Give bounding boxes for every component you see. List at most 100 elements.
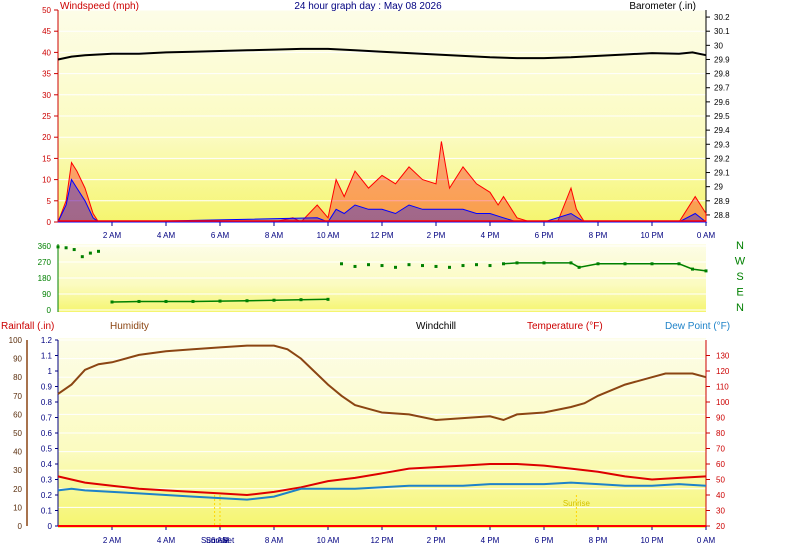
direction-point xyxy=(97,249,100,253)
x-tick-label: 6 AM xyxy=(211,231,230,240)
rain-tick-label: 0.3 xyxy=(41,476,53,485)
x-tick-label: 8 AM xyxy=(265,231,284,240)
humidity-tick-label: 50 xyxy=(13,429,22,438)
y-tick-label: 90 xyxy=(42,290,51,299)
sun-annotation-label: Sunrise xyxy=(563,499,591,508)
rain-tick-label: 0.7 xyxy=(41,414,53,423)
humidity-tick-label: 90 xyxy=(13,355,22,364)
series-area-windspeed xyxy=(57,178,708,223)
temp-tick-label: 120 xyxy=(716,367,730,376)
temp-x-axis: 2 AM 4 AM 6 AM 8 AM 10 AM 12 PM 2 PM 4 PM 6 PM 8 … xyxy=(103,526,716,545)
rain-tick-label: 0.5 xyxy=(41,445,53,454)
x-tick-label: 6 PM xyxy=(535,231,554,240)
y-tick-label: 35 xyxy=(42,70,51,79)
x-tick-label: 2 AM xyxy=(103,536,122,545)
humidity-tick-label: 40 xyxy=(13,448,22,457)
y2-tick-label: 29.4 xyxy=(714,126,730,135)
y-tick-label: 10 xyxy=(42,176,51,185)
x-tick-label: 8 PM xyxy=(589,536,608,545)
y-tick-label: 15 xyxy=(42,154,51,163)
legend-windchill: Windchill xyxy=(416,321,456,332)
direction-point xyxy=(367,263,370,267)
x-tick-label: 10 PM xyxy=(640,536,663,545)
x-tick-label: 12 PM xyxy=(370,231,393,240)
rain-tick-label: 0.4 xyxy=(41,460,53,469)
direction-point xyxy=(353,264,357,268)
x-tick-label: 4 AM xyxy=(157,536,176,545)
humidity-tick-label: 30 xyxy=(13,466,22,475)
y2-tick-label: 30.1 xyxy=(714,27,730,36)
compass-label-n: N xyxy=(736,240,744,252)
direction-point xyxy=(80,255,84,259)
y-tick-label: 40 xyxy=(42,48,51,57)
humidity-left-axis: 0 10 20 30 40 50 60 70 80 90 100 xyxy=(9,336,28,531)
direction-point xyxy=(340,262,343,266)
x-tick-label: 4 AM xyxy=(157,231,176,240)
legend-rainfall: Rainfall (.in) xyxy=(1,321,54,332)
rain-tick-label: 0.9 xyxy=(41,383,53,392)
x-tick-label: 10 AM xyxy=(317,231,340,240)
y2-tick-label: 29.6 xyxy=(714,98,730,107)
y2-tick-label: 29.5 xyxy=(714,112,730,121)
x-tick-label: 0 AM xyxy=(697,536,716,545)
direction-point xyxy=(448,265,451,269)
x-tick-label: 6 PM xyxy=(535,536,554,545)
direction-point xyxy=(434,264,438,268)
direction-point xyxy=(421,264,424,268)
temp-tick-label: 40 xyxy=(716,491,725,500)
legend-dewpoint: Dew Point (°F) xyxy=(665,321,730,332)
humidity-tick-label: 0 xyxy=(18,522,23,531)
rain-tick-label: 1 xyxy=(48,367,53,376)
direction-point xyxy=(64,246,68,250)
direction-left-axis: 0 90 180 270 360 xyxy=(38,242,59,315)
rain-tick-label: 0.1 xyxy=(41,507,53,516)
direction-point xyxy=(72,248,76,252)
series-line-temperature xyxy=(57,463,707,497)
humidity-tick-label: 100 xyxy=(9,336,23,345)
x-tick-label: 4 PM xyxy=(481,536,500,545)
humidity-tick-label: 70 xyxy=(13,392,22,401)
x-tick-label: 10 PM xyxy=(640,231,663,240)
y-tick-label: 0 xyxy=(47,218,52,227)
compass-label-n: N xyxy=(736,302,744,314)
y2-tick-label: 29.1 xyxy=(714,169,730,178)
temp-tick-label: 20 xyxy=(716,522,725,531)
humidity-tick-label: 80 xyxy=(13,373,22,382)
compass-label-s: S xyxy=(736,271,743,283)
temp-tick-label: 130 xyxy=(716,352,730,361)
direction-gridlines xyxy=(58,245,706,311)
y-tick-label: 5 xyxy=(47,197,52,206)
temp-tick-label: 70 xyxy=(716,445,725,454)
wind-x-axis: 2 AM 4 AM 6 AM 8 AM 10 AM 12 PM 2 PM 4 PM 6 PM 8 … xyxy=(103,222,715,240)
y-tick-label: 360 xyxy=(38,242,52,251)
y2-tick-label: 30.2 xyxy=(714,13,730,22)
rain-tick-label: 0.2 xyxy=(41,491,53,500)
y-tick-label: 25 xyxy=(42,112,51,121)
y-tick-label: 30 xyxy=(42,91,51,100)
humidity-tick-label: 20 xyxy=(13,485,22,494)
y-tick-label: 20 xyxy=(42,133,51,142)
compass-label-w: W xyxy=(735,256,746,268)
temp-tick-label: 50 xyxy=(716,476,725,485)
x-tick-label: 10 AM xyxy=(317,536,340,545)
y2-tick-label: 29.8 xyxy=(714,70,730,79)
rain-tick-label: 0 xyxy=(48,522,53,531)
x-tick-label: 2 AM xyxy=(103,231,122,240)
sun-annotation-label: Sunrise xyxy=(201,536,229,545)
wind-series xyxy=(57,47,708,223)
y-tick-label: 180 xyxy=(38,274,52,283)
legend-humidity: Humidity xyxy=(110,321,149,332)
y2-tick-label: 29.9 xyxy=(714,55,730,64)
rain-left-axis: 0 0.1 0.2 0.3 0.4 0.5 0.6 0.7 0.8 0.9 1 1.1 1.2 xyxy=(41,336,59,531)
direction-point xyxy=(461,264,465,268)
temp-series xyxy=(57,344,707,527)
wind-left-axis: 0 5 10 15 20 25 30 35 40 45 50 xyxy=(42,6,59,227)
rain-tick-label: 0.6 xyxy=(41,429,53,438)
compass-label-e: E xyxy=(736,287,743,299)
temp-tick-label: 60 xyxy=(716,460,725,469)
y-tick-label: 50 xyxy=(42,6,51,15)
temp-gridlines xyxy=(58,339,706,527)
